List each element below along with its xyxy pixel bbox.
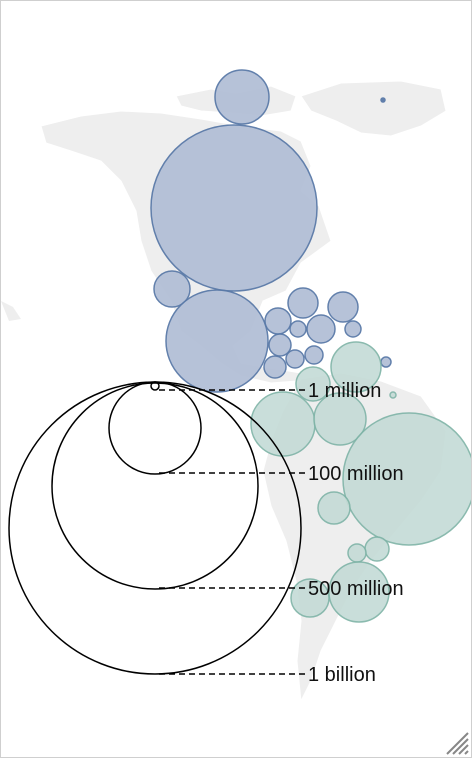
bubble	[264, 307, 292, 335]
bubble	[153, 270, 191, 308]
bubble	[380, 356, 392, 368]
bubble	[313, 392, 367, 446]
bubble	[150, 124, 318, 292]
bubble	[285, 349, 305, 369]
bubble	[389, 391, 397, 399]
bubble	[214, 69, 270, 125]
bubble	[165, 289, 269, 393]
legend-label-1-million: 1 million	[308, 380, 381, 402]
bubble	[330, 341, 382, 393]
bubble	[347, 543, 367, 563]
bubble	[263, 355, 287, 379]
legend-circle-1-million	[150, 381, 160, 391]
bubble	[344, 320, 362, 338]
legend-label-1-billion: 1 billion	[308, 664, 376, 686]
bubble	[364, 536, 390, 562]
legend-circle-500-million	[51, 382, 259, 590]
bubble	[328, 561, 390, 623]
bubble	[380, 97, 386, 103]
legend-label-500-million: 500 million	[308, 578, 404, 600]
bubble	[342, 412, 471, 546]
south-america-bubbles	[250, 341, 471, 623]
legend-circle-100-million	[108, 381, 202, 475]
bubble	[287, 287, 319, 319]
bubble	[268, 333, 292, 357]
land-greenland	[300, 80, 447, 137]
legend-label-100-million: 100 million	[308, 463, 404, 485]
bubble	[295, 366, 331, 402]
size-legend: 1 million 100 million 500 million 1 bill…	[8, 380, 404, 686]
bubble	[304, 345, 324, 365]
land-small-island	[1, 301, 21, 321]
bubble	[306, 314, 336, 344]
bubble	[289, 320, 307, 338]
resize-grip-icon[interactable]	[446, 732, 469, 755]
bubble	[250, 391, 316, 457]
bubble	[327, 291, 359, 323]
bubble	[317, 491, 351, 525]
north-america-bubbles	[150, 69, 392, 393]
